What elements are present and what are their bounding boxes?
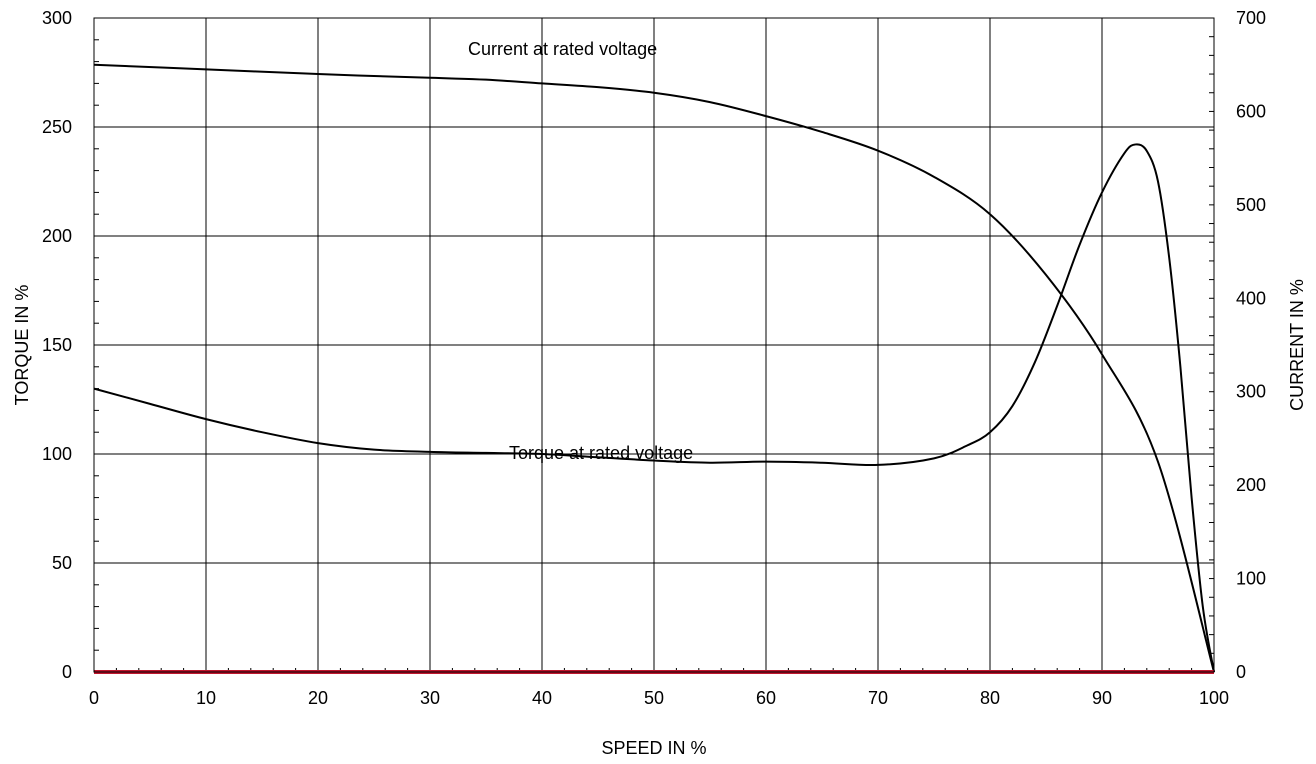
y2-tick-label: 700 (1236, 8, 1266, 28)
y-tick-label: 0 (62, 662, 72, 682)
annotation-current: Current at rated voltage (468, 39, 657, 59)
x-tick-label: 70 (868, 688, 888, 708)
y-tick-label: 300 (42, 8, 72, 28)
torque-curve (93, 143, 1215, 673)
annotation-torque: Torque at rated voltage (509, 443, 693, 463)
x-axis-title: SPEED IN % (601, 738, 706, 758)
y2-tick-label: 400 (1236, 288, 1266, 308)
current-curve (93, 63, 1215, 673)
x-tick-label: 20 (308, 688, 328, 708)
y2-tick-label: 300 (1236, 382, 1266, 402)
tick-labels: 0 10 20 30 40 50 60 70 80 90 100 0 50 100 150 200 250 300… (42, 8, 1266, 708)
plot-frame (93, 17, 1215, 673)
y-tick-label: 200 (42, 226, 72, 246)
x-tick-label: 90 (1092, 688, 1112, 708)
grid (93, 17, 1215, 673)
y-tick-label: 250 (42, 117, 72, 137)
y2-tick-label: 600 (1236, 101, 1266, 121)
x-tick-label: 40 (532, 688, 552, 708)
y2-axis-title: CURRENT IN % (1287, 279, 1307, 411)
x-tick-label: 60 (756, 688, 776, 708)
x-tick-label: 50 (644, 688, 664, 708)
y2-tick-label: 500 (1236, 195, 1266, 215)
x-tick-label: 10 (196, 688, 216, 708)
y-tick-label: 50 (52, 553, 72, 573)
y2-tick-label: 0 (1236, 662, 1246, 682)
x-tick-label: 80 (980, 688, 1000, 708)
y2-tick-label: 100 (1236, 569, 1266, 589)
x-tick-label: 100 (1199, 688, 1229, 708)
y-tick-label: 100 (42, 444, 72, 464)
y-tick-label: 150 (42, 335, 72, 355)
y2-tick-label: 200 (1236, 475, 1266, 495)
y-axis-title: TORQUE IN % (12, 285, 32, 406)
x-tick-label: 30 (420, 688, 440, 708)
x-tick-label: 0 (89, 688, 99, 708)
